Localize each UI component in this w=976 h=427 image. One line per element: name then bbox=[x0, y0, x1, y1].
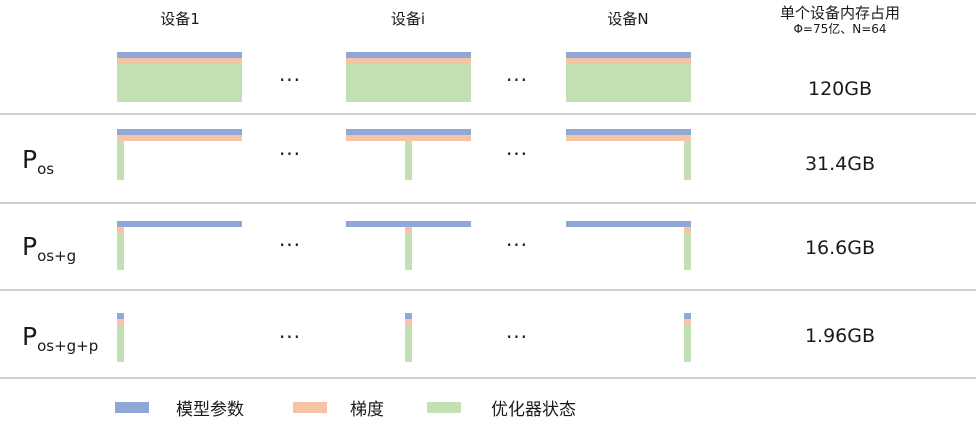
ellipsis: ··· bbox=[505, 68, 529, 92]
grads-bar bbox=[117, 319, 124, 325]
ellipsis: ··· bbox=[278, 142, 302, 166]
ellipsis: ··· bbox=[505, 233, 529, 257]
params-bar bbox=[684, 313, 691, 319]
optimizer-bar bbox=[405, 233, 412, 270]
params-bar bbox=[566, 52, 691, 58]
row-label-os: Pos bbox=[22, 147, 54, 177]
ellipsis: ··· bbox=[505, 325, 529, 349]
ellipsis: ··· bbox=[278, 325, 302, 349]
params-bar bbox=[566, 129, 691, 135]
optimizer-bar bbox=[684, 325, 691, 362]
row-label-os-g-sub: os+g bbox=[37, 247, 77, 265]
memory-header-title: 单个设备内存占用 bbox=[779, 4, 900, 22]
params-bar bbox=[566, 221, 691, 227]
ellipsis: ··· bbox=[278, 68, 302, 92]
row-label-os-sub: os bbox=[37, 160, 55, 178]
grads-bar bbox=[346, 135, 471, 141]
legend-optimizer-swatch bbox=[427, 402, 461, 413]
memory-header-subtitle: Φ=75亿、N=64 bbox=[793, 22, 887, 36]
grads-bar bbox=[566, 135, 691, 141]
row-label-os-g: Pos+g bbox=[22, 234, 76, 264]
memory-value-os-g-p: 1.96GB bbox=[804, 325, 876, 347]
grads-bar bbox=[405, 227, 412, 233]
memory-header: 单个设备内存占用 Φ=75亿、N=64 bbox=[740, 4, 940, 36]
optimizer-bar bbox=[566, 64, 691, 102]
optimizer-bar bbox=[684, 233, 691, 270]
ellipsis: ··· bbox=[278, 233, 302, 257]
legend-grads-label: 梯度 bbox=[350, 400, 384, 420]
optimizer-bar bbox=[405, 325, 412, 362]
memory-value-os: 31.4GB bbox=[804, 153, 876, 175]
ellipsis: ··· bbox=[505, 142, 529, 166]
legend-params-label: 模型参数 bbox=[176, 400, 244, 420]
params-bar bbox=[117, 221, 242, 227]
grads-bar bbox=[684, 319, 691, 325]
optimizer-bar bbox=[346, 64, 471, 102]
header-device-i: 设备i bbox=[390, 10, 426, 28]
row-label-os-g-p-main: P bbox=[22, 322, 38, 351]
optimizer-bar bbox=[684, 141, 691, 180]
params-bar bbox=[405, 313, 412, 319]
grads-bar bbox=[684, 227, 691, 233]
legend-optimizer-label: 优化器状态 bbox=[491, 400, 576, 420]
memory-value-os-g: 16.6GB bbox=[804, 237, 876, 259]
params-bar bbox=[346, 221, 471, 227]
params-bar bbox=[346, 52, 471, 58]
legend-params-swatch bbox=[115, 402, 149, 413]
params-bar bbox=[117, 313, 124, 319]
row-label-os-main: P bbox=[22, 145, 38, 174]
params-bar bbox=[117, 52, 242, 58]
grads-bar bbox=[566, 58, 691, 64]
header-device-n: 设备N bbox=[607, 10, 649, 28]
grads-bar bbox=[346, 58, 471, 64]
row-label-os-g-p: Pos+g+p bbox=[22, 324, 98, 354]
params-bar bbox=[117, 129, 242, 135]
optimizer-bar bbox=[117, 141, 124, 180]
grads-bar bbox=[117, 135, 242, 141]
optimizer-bar bbox=[405, 141, 412, 180]
params-bar bbox=[346, 129, 471, 135]
legend-grads-swatch bbox=[293, 402, 327, 413]
grads-bar bbox=[117, 58, 242, 64]
row-label-os-g-main: P bbox=[22, 232, 38, 261]
optimizer-bar bbox=[117, 325, 124, 362]
optimizer-bar bbox=[117, 64, 242, 102]
memory-value-baseline: 120GB bbox=[807, 78, 873, 100]
grads-bar bbox=[117, 227, 124, 233]
header-device-1: 设备1 bbox=[160, 10, 200, 28]
grads-bar bbox=[405, 319, 412, 325]
row-label-os-g-p-sub: os+g+p bbox=[37, 337, 99, 355]
optimizer-bar bbox=[117, 233, 124, 270]
